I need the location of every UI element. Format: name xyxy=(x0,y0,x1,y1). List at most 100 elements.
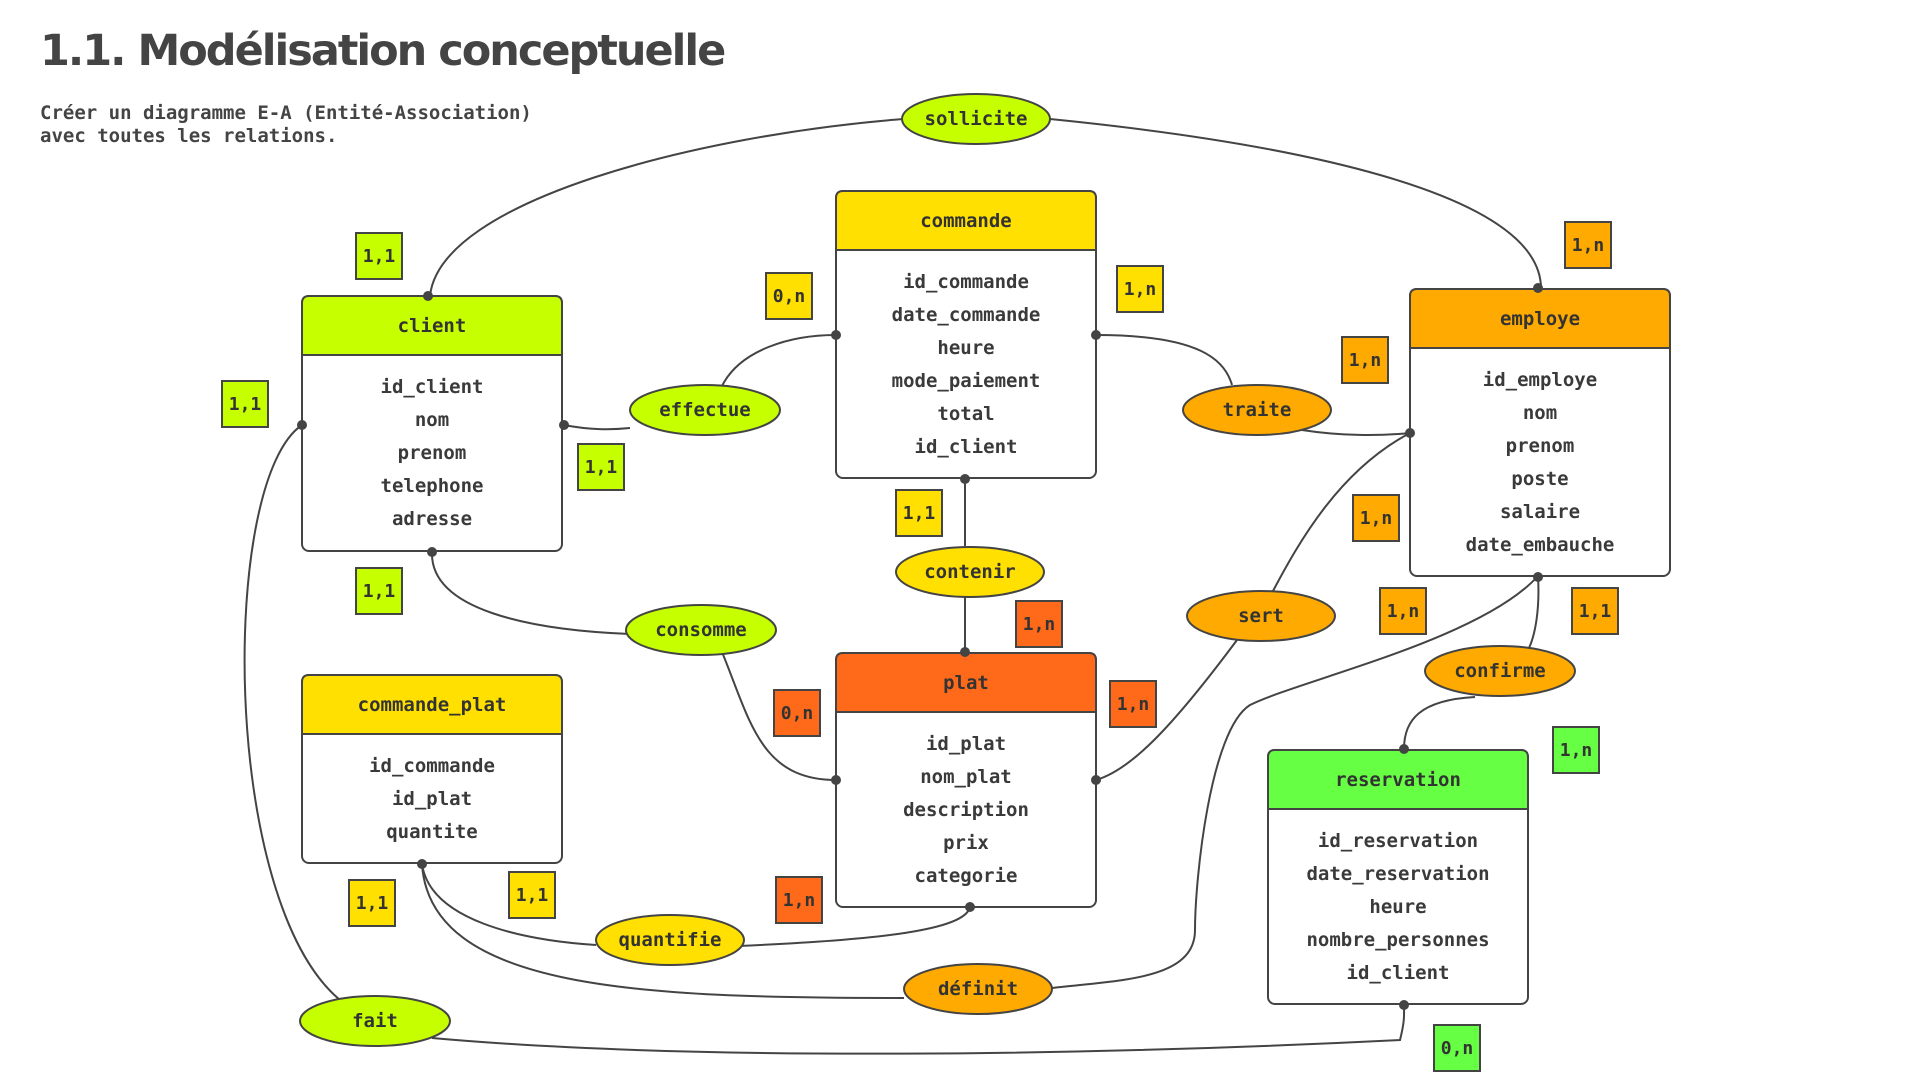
entity-employe-attr-5: date_embauche xyxy=(1466,534,1615,556)
association-traite-ellipse xyxy=(1182,384,1332,436)
entity-plat-attr-2: description xyxy=(903,799,1029,821)
connector-fait-reservation xyxy=(431,1003,1406,1055)
dot-plat-left xyxy=(831,775,841,785)
association-sollicite-ellipse xyxy=(901,93,1051,145)
association-contenir-ellipse xyxy=(895,546,1045,598)
cardinality-traite-commande: 1,n xyxy=(1116,265,1164,313)
cardinality-sert-employe: 1,n xyxy=(1352,494,1400,542)
entity-client-attr-1: nom xyxy=(415,409,449,431)
entity-commande-header xyxy=(835,190,1097,251)
connector-consomme-client xyxy=(430,551,631,635)
entity-commande-plat-attr-0: id_commande xyxy=(369,755,495,777)
entity-client-attr-0: id_client xyxy=(381,376,484,398)
association-quantifie[interactable]: quantifie xyxy=(595,914,745,966)
cardinality-fait-reservation-box xyxy=(1433,1024,1481,1072)
cardinality-definit-commande-plat-box xyxy=(348,879,396,927)
entity-employe-header xyxy=(1409,288,1671,349)
association-contenir[interactable]: contenir xyxy=(895,546,1045,598)
entity-commande-plat-header xyxy=(301,674,563,735)
cardinality-fait-client: 1,1 xyxy=(221,380,269,428)
association-sert[interactable]: sert xyxy=(1186,590,1336,642)
association-definit-label: définit xyxy=(938,978,1018,1000)
association-confirme[interactable]: confirme xyxy=(1424,645,1576,697)
association-effectue-label: effectue xyxy=(659,399,751,421)
dot-client-left xyxy=(297,420,307,430)
entity-client[interactable]: client id_client nom prenom telephone ad… xyxy=(301,295,563,552)
connector-confirme-reservation xyxy=(1403,696,1476,750)
connector-effectue-commande xyxy=(721,334,837,387)
dot-commande-left xyxy=(831,330,841,340)
dot-commande-right xyxy=(1091,330,1101,340)
entity-plat-title: plat xyxy=(943,672,989,694)
connection-dots xyxy=(297,283,1543,1010)
connector-sollicite-employe xyxy=(1049,118,1542,289)
connector-sollicite-client xyxy=(429,118,904,297)
cardinality-sollicite-employe-label: 1,n xyxy=(1572,235,1605,256)
cardinality-contenir-commande-label: 1,1 xyxy=(903,503,936,524)
entity-client-attr-3: telephone xyxy=(381,475,484,497)
association-consomme[interactable]: consomme xyxy=(625,604,777,656)
entity-commande-attr-0: id_commande xyxy=(903,271,1029,293)
cardinality-effectue-commande-box xyxy=(765,272,813,320)
entity-employe[interactable]: employe id_employe nom prenom poste sala… xyxy=(1409,288,1671,577)
entity-commande-plat[interactable]: commande_plat id_commande id_plat quanti… xyxy=(301,674,563,864)
entity-reservation-attr-0: id_reservation xyxy=(1318,830,1478,852)
cardinality-fait-client-label: 1,1 xyxy=(229,394,262,415)
entity-plat-header xyxy=(835,652,1097,713)
cardinality-traite-commande-label: 1,n xyxy=(1124,279,1157,300)
association-fait[interactable]: fait xyxy=(299,995,451,1047)
cardinality-definit-employe: 1,n xyxy=(1379,587,1427,635)
cardinality-effectue-commande: 0,n xyxy=(765,272,813,320)
association-consomme-label: consomme xyxy=(655,619,747,641)
cardinality-confirme-employe-box xyxy=(1571,587,1619,635)
cardinality-consomme-plat-label: 0,n xyxy=(781,703,814,724)
entity-plat-attr-0: id_plat xyxy=(926,733,1006,755)
association-confirme-ellipse xyxy=(1424,645,1576,697)
cardinality-quantifie-commande-plat-box xyxy=(508,871,556,919)
entity-employe-attr-4: salaire xyxy=(1500,501,1580,523)
cardinality-effectue-client-box xyxy=(577,443,625,491)
cardinality-definit-employe-box xyxy=(1379,587,1427,635)
entity-client-attr-2: prenom xyxy=(398,442,467,464)
cardinality-sollicite-client-label: 1,1 xyxy=(363,246,396,267)
association-effectue[interactable]: effectue xyxy=(629,384,781,436)
association-effectue-ellipse xyxy=(629,384,781,436)
entity-reservation-attr-1: date_reservation xyxy=(1306,863,1489,885)
entity-plat-attr-1: nom_plat xyxy=(920,766,1012,788)
association-sollicite-label: sollicite xyxy=(925,108,1028,130)
entity-commande-plat-attr-1: id_plat xyxy=(392,788,472,810)
connector-confirme-employe xyxy=(1528,575,1540,649)
entity-reservation-title: reservation xyxy=(1335,769,1461,791)
dot-employe-bottom xyxy=(1533,572,1543,582)
association-fait-label: fait xyxy=(352,1010,398,1032)
entity-commande-attr-5: id_client xyxy=(915,436,1018,458)
connector-traite-employe xyxy=(1301,429,1411,436)
entity-reservation[interactable]: reservation id_reservation date_reservat… xyxy=(1267,749,1529,1005)
association-traite[interactable]: traite xyxy=(1182,384,1332,436)
dot-plat-right xyxy=(1091,775,1101,785)
cardinality-confirme-employe: 1,1 xyxy=(1571,587,1619,635)
entity-employe-attr-3: poste xyxy=(1511,468,1568,490)
cardinality-confirme-reservation: 1,n xyxy=(1552,726,1600,774)
connector-effectue-client xyxy=(563,424,631,431)
cardinality-traite-employe-box xyxy=(1341,336,1389,384)
entity-reservation-header xyxy=(1267,749,1529,810)
entity-commande-title: commande xyxy=(920,210,1012,232)
connector-quantifie-plat xyxy=(737,906,971,947)
connector-definit-commande-plat xyxy=(421,863,905,999)
association-definit[interactable]: définit xyxy=(903,963,1053,1015)
association-contenir-label: contenir xyxy=(924,561,1016,583)
entity-client-header xyxy=(301,295,563,356)
association-confirme-label: confirme xyxy=(1454,660,1546,682)
entity-commande-attr-3: mode_paiement xyxy=(892,370,1041,392)
entity-commande[interactable]: commande id_commande date_commande heure… xyxy=(835,190,1097,479)
cardinality-quantifie-plat-label: 1,n xyxy=(783,890,816,911)
association-sollicite[interactable]: sollicite xyxy=(901,93,1051,145)
cardinality-consomme-client: 1,1 xyxy=(355,567,403,615)
association-consomme-ellipse xyxy=(625,604,777,656)
connector-quantifie-commande-plat xyxy=(421,863,597,946)
entity-plat[interactable]: plat id_plat nom_plat description prix c… xyxy=(835,652,1097,908)
cardinality-sert-employe-label: 1,n xyxy=(1360,508,1393,529)
cardinality-quantifie-plat-box xyxy=(775,876,823,924)
